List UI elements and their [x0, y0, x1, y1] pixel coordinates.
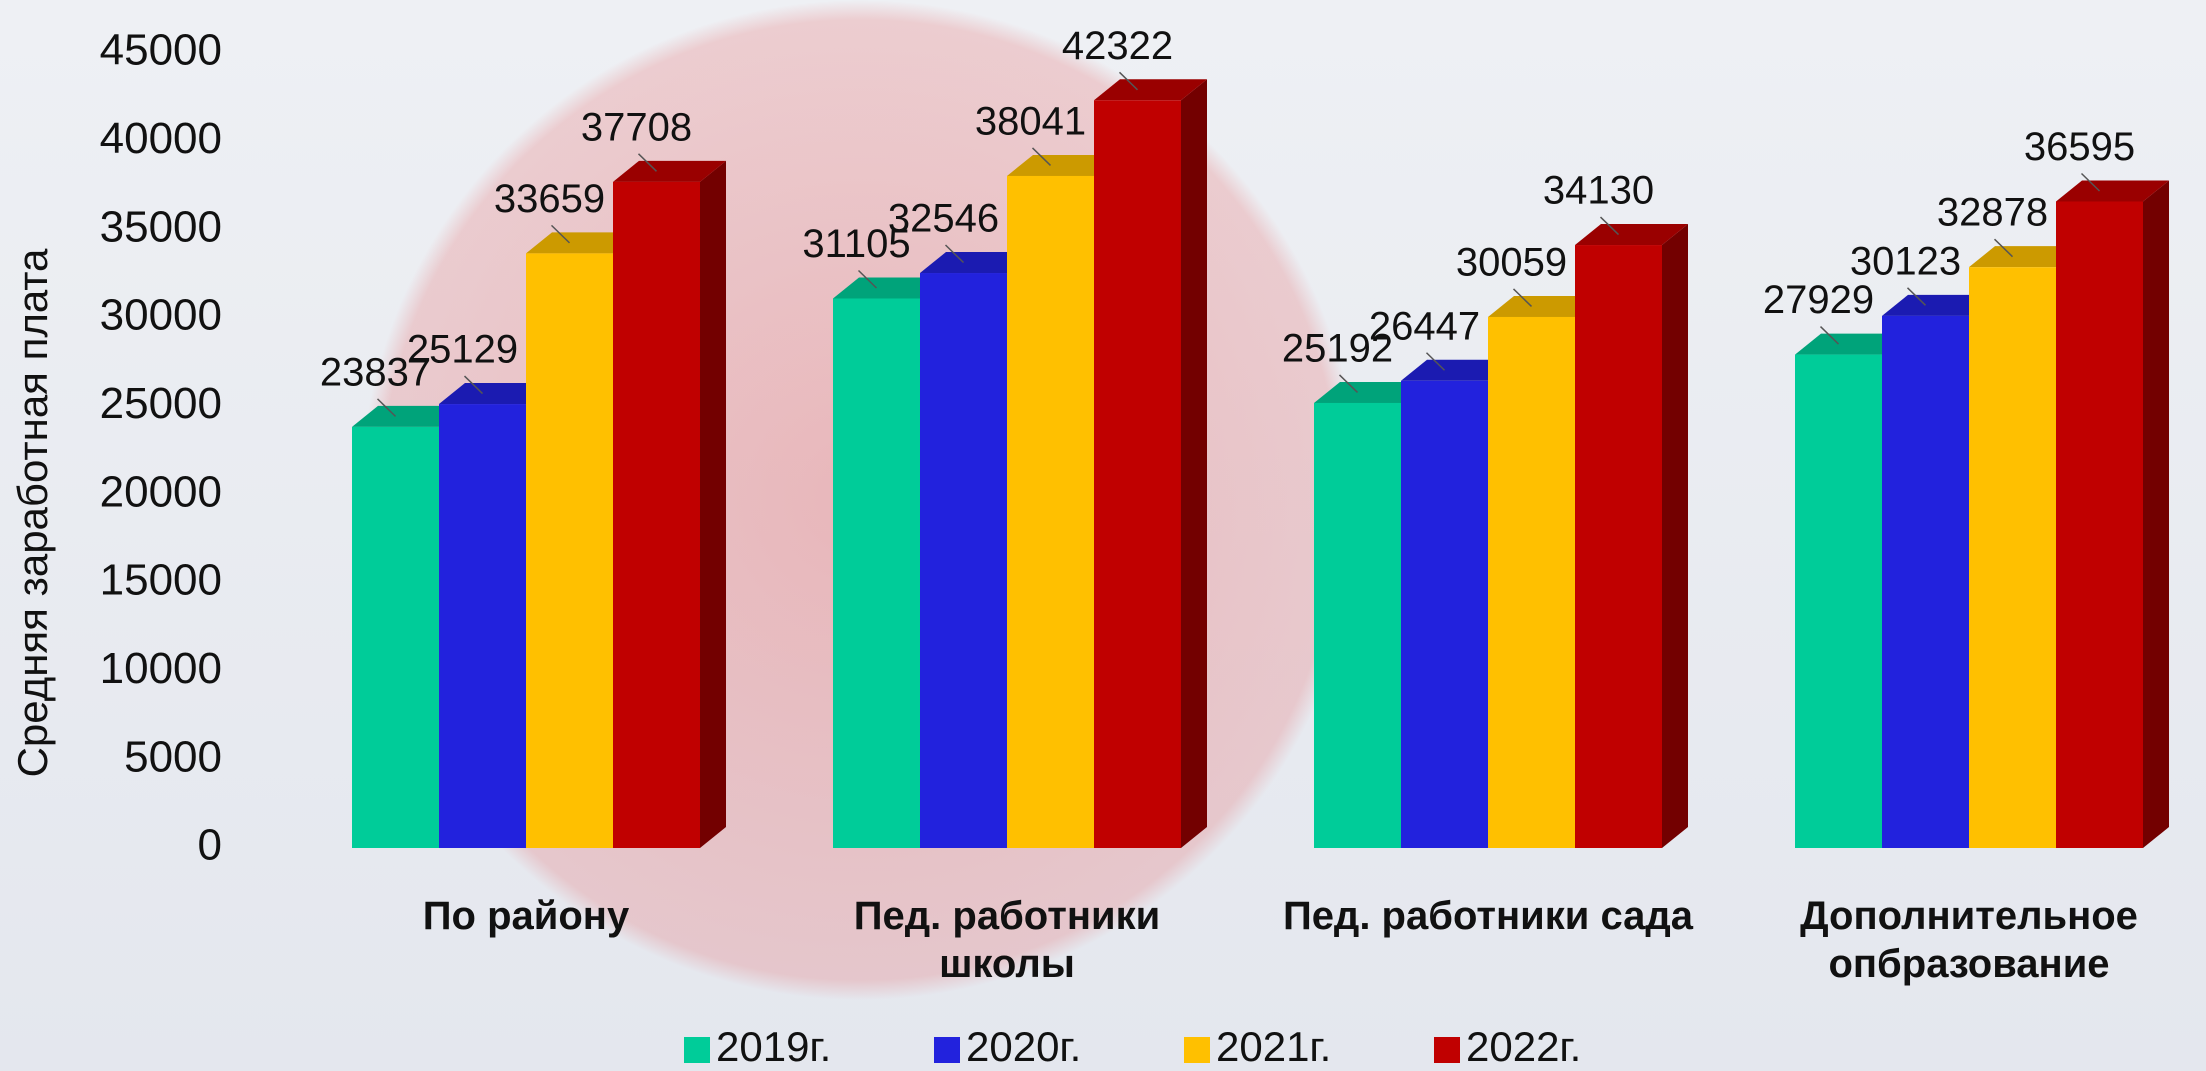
value-label: 33659 — [494, 177, 605, 221]
bar-side — [1662, 224, 1688, 848]
value-label: 34130 — [1543, 169, 1654, 213]
x-tick-label: Пед. работники школы — [767, 892, 1247, 988]
bar — [920, 273, 1007, 848]
x-tick-label: По району — [286, 892, 766, 940]
y-tick-label: 45000 — [100, 26, 222, 75]
legend-swatch — [934, 1037, 960, 1063]
bar — [613, 182, 700, 848]
bar — [1969, 267, 2056, 848]
value-label: 30123 — [1850, 239, 1961, 283]
x-tick-label: Дополнительное опбразование — [1729, 892, 2206, 988]
y-tick-label: 30000 — [100, 291, 222, 340]
value-label: 25129 — [407, 328, 518, 372]
y-tick-label: 20000 — [100, 467, 222, 516]
bar — [1575, 245, 1662, 848]
legend-label: 2022г. — [1466, 1023, 1581, 1070]
bar — [526, 253, 613, 848]
bar — [833, 298, 920, 848]
y-tick-label: 40000 — [100, 114, 222, 163]
page: Средняя заработная плата 0 5000 10000 15000… — [0, 0, 2206, 1071]
y-tick-label: 5000 — [124, 732, 222, 781]
x-tick-label: Пед. работники сада — [1248, 892, 1728, 940]
bar — [1488, 317, 1575, 848]
value-label: 42322 — [1062, 24, 1173, 68]
value-label: 32546 — [888, 197, 999, 241]
y-tick-label: 0 — [198, 821, 222, 870]
bar-side — [700, 161, 726, 848]
value-label: 32878 — [1937, 191, 2048, 235]
bar — [1795, 355, 1882, 848]
value-label: 37708 — [581, 105, 692, 149]
value-label: 38041 — [975, 100, 1086, 144]
bar — [1882, 316, 1969, 848]
bar — [1007, 176, 1094, 848]
y-tick-label: 35000 — [100, 202, 222, 251]
legend-swatch — [1434, 1037, 1460, 1063]
y-tick-label: 15000 — [100, 556, 222, 605]
legend-swatch — [1184, 1037, 1210, 1063]
bar — [439, 404, 526, 848]
bar — [1401, 381, 1488, 848]
y-axis-label: Средняя заработная плата — [9, 248, 56, 777]
legend-label: 2021г. — [1216, 1023, 1331, 1070]
value-label: 30059 — [1456, 241, 1567, 285]
value-label: 36595 — [2024, 125, 2135, 169]
bar — [352, 427, 439, 848]
legend-swatch — [684, 1037, 710, 1063]
bar-side — [2143, 180, 2169, 848]
bar — [1314, 403, 1401, 848]
legend-label: 2020г. — [966, 1023, 1081, 1070]
legend-label: 2019г. — [716, 1023, 831, 1070]
bar — [1094, 100, 1181, 848]
value-label: 26447 — [1369, 304, 1480, 348]
bar — [2056, 201, 2143, 848]
bar-side — [1181, 79, 1207, 848]
value-label: 27929 — [1763, 278, 1874, 322]
y-tick-label: 10000 — [100, 644, 222, 693]
y-tick-label: 25000 — [100, 379, 222, 428]
